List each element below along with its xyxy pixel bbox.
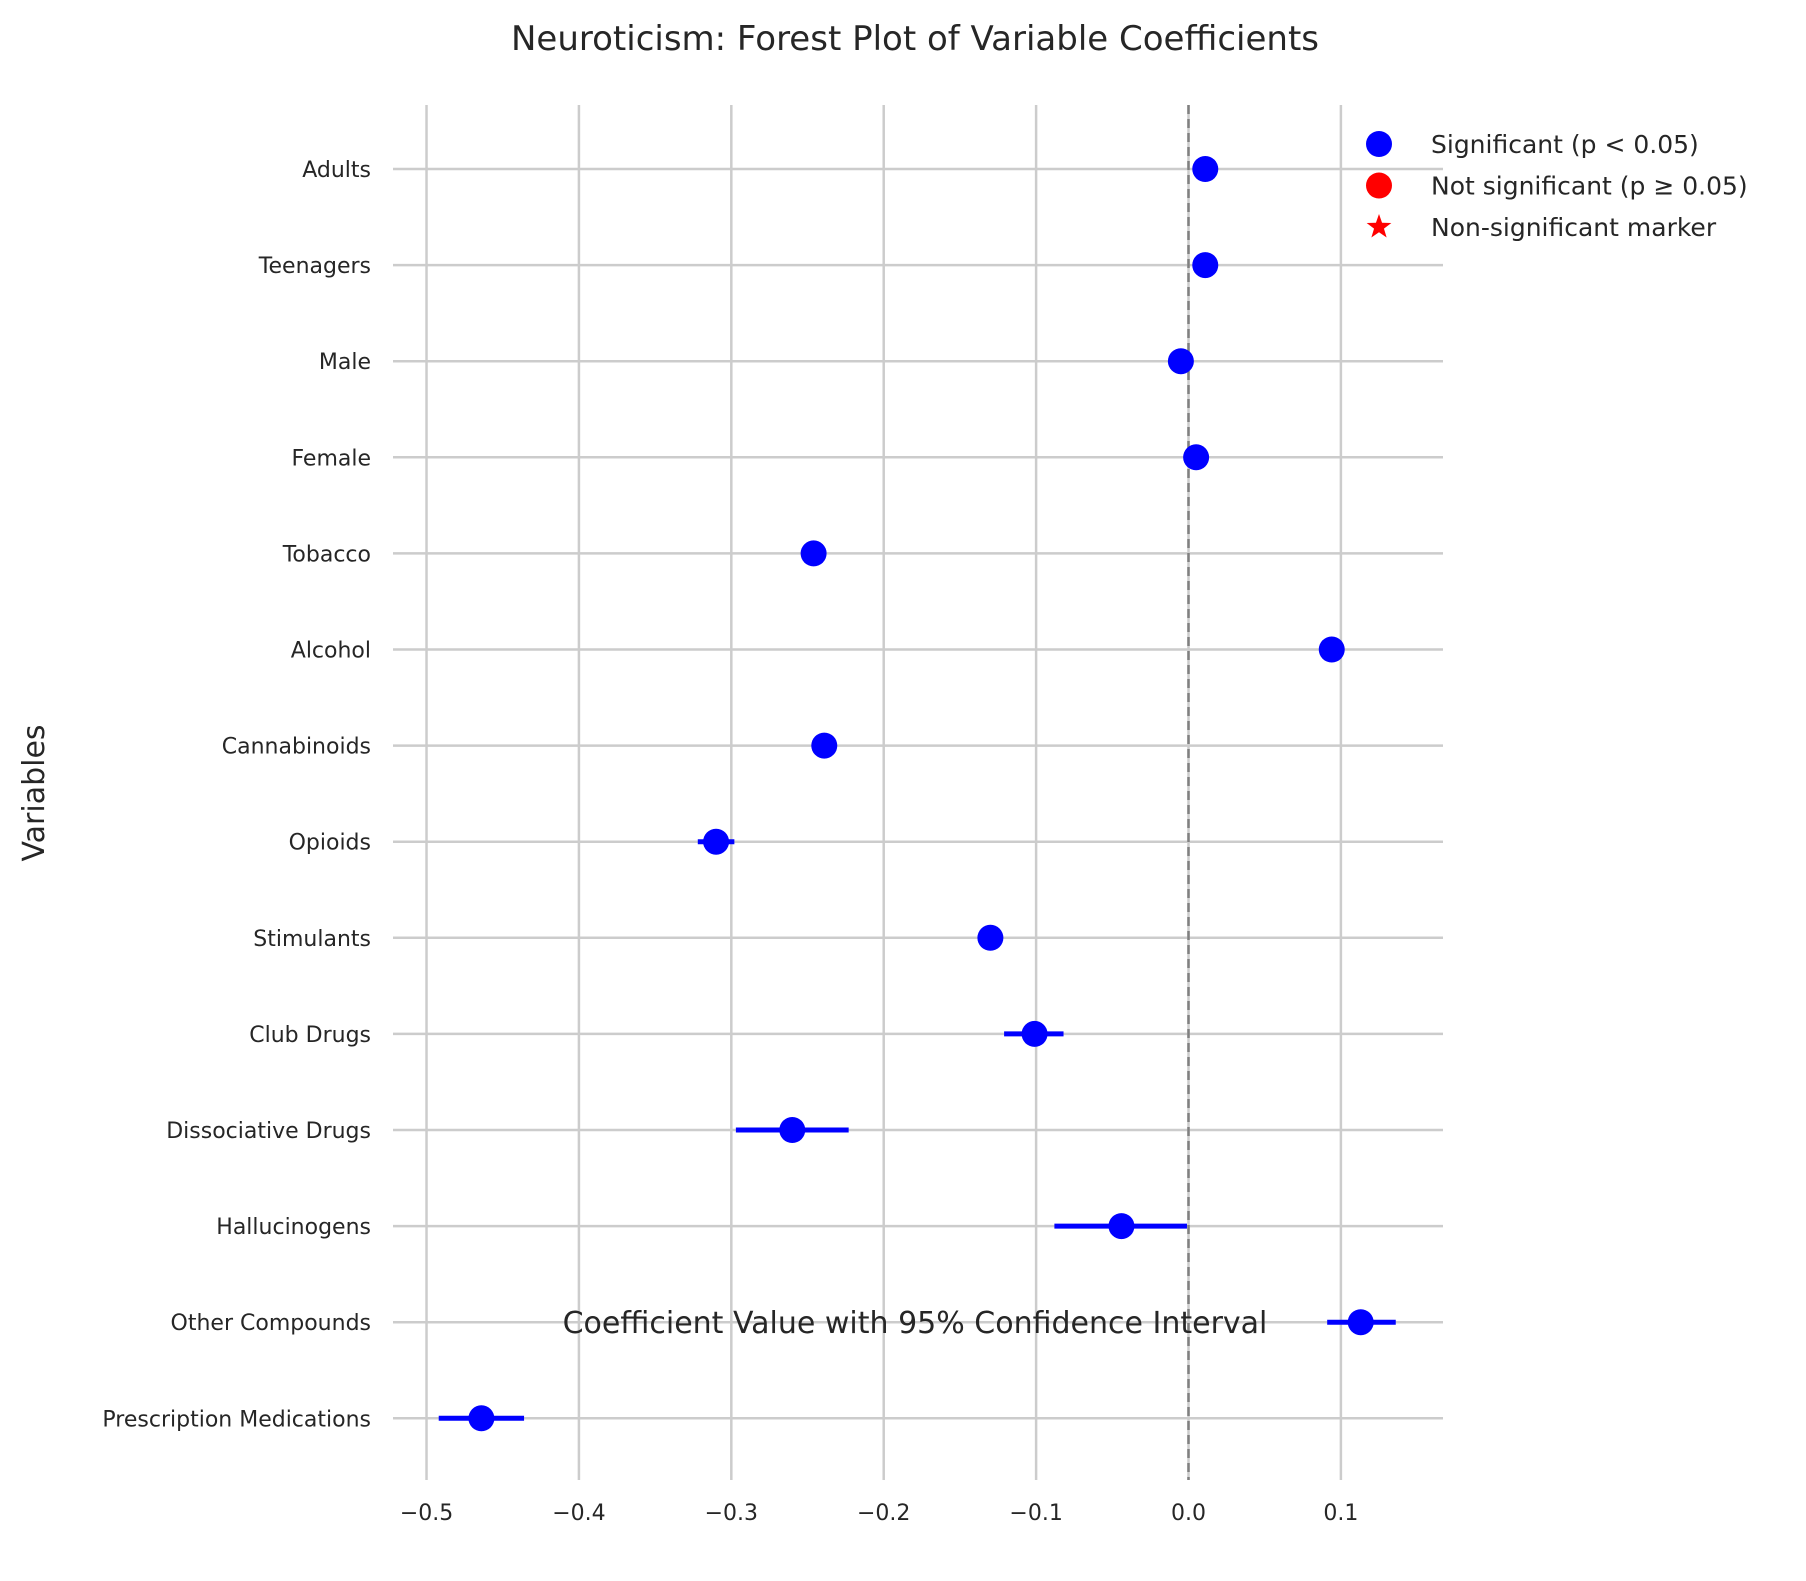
coefficient-point [1183,444,1210,471]
x-tick-labels: −0.5 −0.4 −0.3 −0.2 −0.1 0.0 0.1 [400,1501,1359,1526]
legend-label: Not significant (p ≥ 0.05) [1431,172,1748,201]
y-tick-label: Stimulants [253,927,371,952]
y-tick-label: Teenagers [258,254,371,279]
x-tick-label: −0.1 [1009,1501,1062,1526]
y-tick-label: Male [319,350,371,375]
y-tick-label: Tobacco [282,542,371,567]
y-tick-label: Adults [302,158,371,183]
coefficient-point [779,1117,806,1143]
coefficient-point [1192,252,1219,279]
y-tick-label: Cannabinoids [222,735,371,760]
coefficient-point [1347,1309,1374,1336]
coefficient-point [977,924,1004,951]
y-tick-label: Prescription Medications [102,1407,371,1432]
x-tick-label: 0.0 [1171,1501,1206,1526]
coefficient-points [468,156,1374,1432]
x-tick-label: −0.2 [857,1501,910,1526]
x-axis-label: Coefficient Value with 95% Confidence In… [563,1306,1268,1341]
grid-layer [393,105,1443,1480]
x-tick-label: 0.1 [1323,1501,1358,1526]
coefficient-point [1192,156,1219,182]
y-tick-label: Dissociative Drugs [166,1119,371,1144]
x-tick-label: −0.4 [552,1501,605,1526]
confidence-intervals [438,166,1396,1421]
x-tick-label: −0.3 [705,1501,758,1526]
coefficient-point [1021,1020,1048,1047]
legend: Significant (p < 0.05) Not significant (p… [1366,130,1748,242]
y-tick-labels: Adults Teenagers Male Female Tobacco Alcohol C… [102,158,371,1432]
legend-circle-marker [1366,172,1392,199]
coefficient-point [1318,636,1345,663]
coefficient-point [1108,1213,1135,1240]
legend-label: Significant (p < 0.05) [1431,130,1699,159]
y-tick-label: Other Compounds [171,1311,371,1336]
legend-label: Non-significant marker [1431,213,1717,242]
y-axis-label: Variables [17,724,52,861]
y-tick-label: Club Drugs [249,1023,371,1048]
coefficient-point [468,1405,495,1432]
coefficient-point [703,828,730,855]
coefficient-point [811,732,838,759]
x-tick-label: −0.5 [400,1501,453,1526]
legend-star-marker [1366,214,1392,238]
y-tick-label: Opioids [289,831,371,856]
y-tick-label: Female [291,446,371,471]
y-tick-label: Hallucinogens [216,1215,371,1240]
y-tick-label: Alcohol [291,639,371,664]
coefficient-point [1167,348,1194,375]
chart-title: Neuroticism: Forest Plot of Variable Coe… [511,19,1319,59]
coefficient-point [800,540,827,567]
legend-circle-marker [1366,131,1392,157]
